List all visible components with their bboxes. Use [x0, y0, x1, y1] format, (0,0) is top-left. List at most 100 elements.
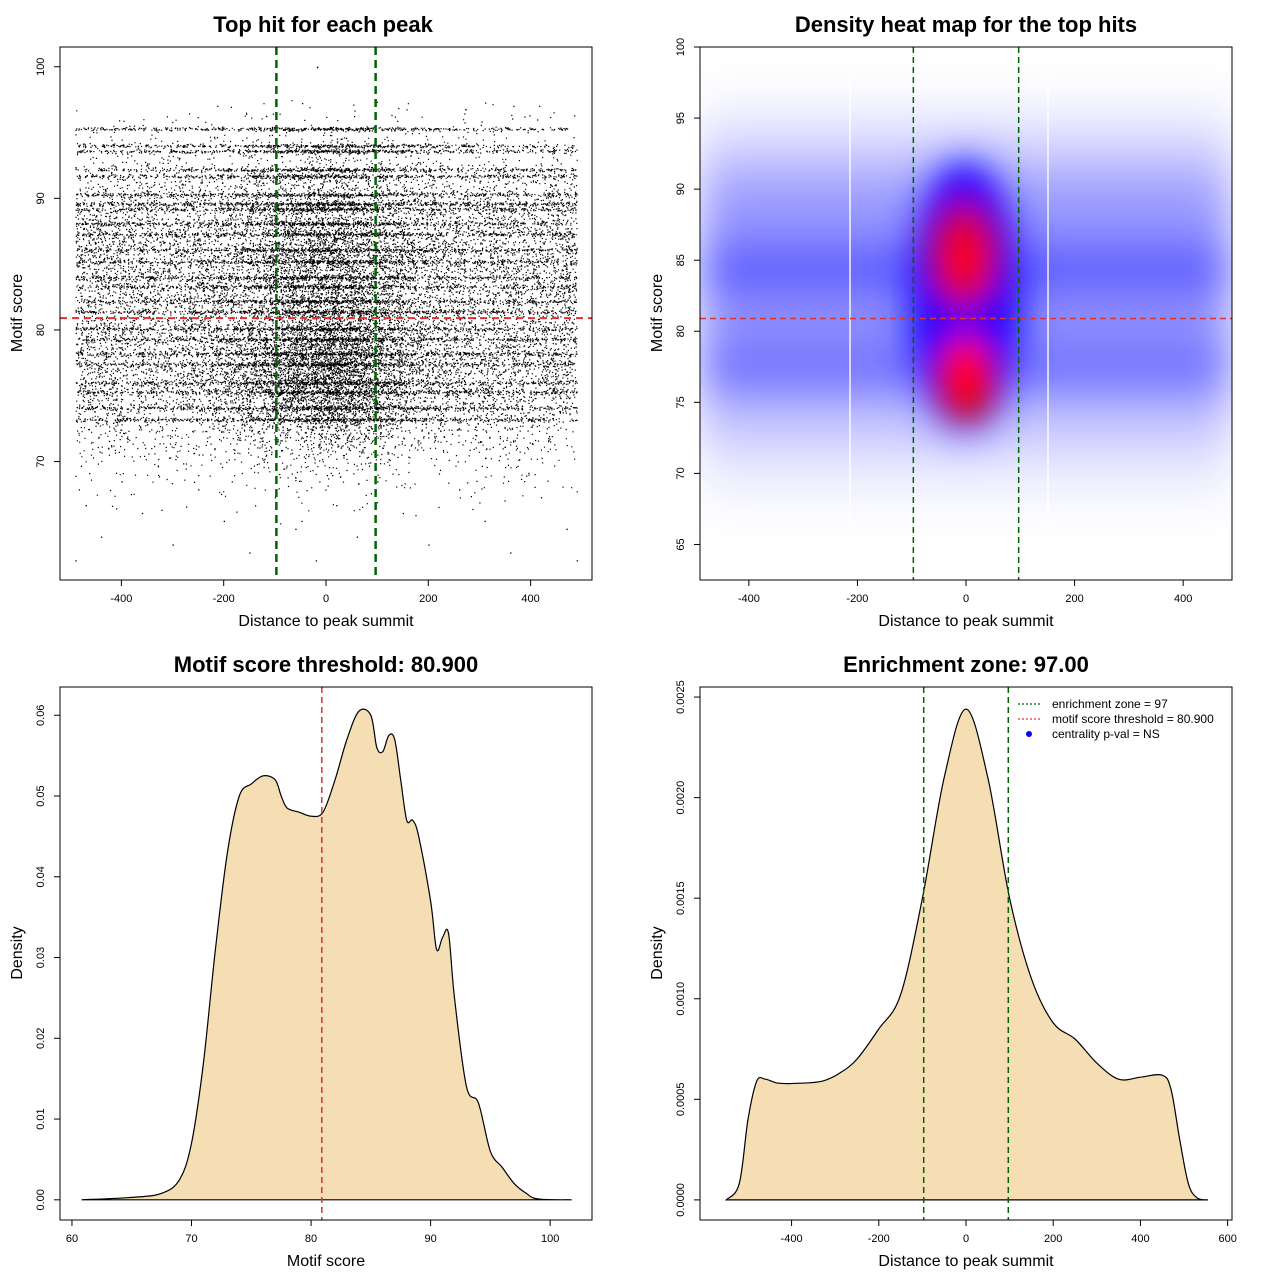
scatter-point [75, 560, 77, 562]
y-axis-ticks: 0.0000 0.0005 0.0010 0.0015 0.0020 0.0025 [675, 680, 700, 1217]
density-area [724, 708, 1209, 1201]
scatter-point [336, 504, 338, 507]
scatter-point [377, 481, 379, 483]
x-tick-label: 400 [1174, 593, 1192, 605]
x-tick-label: -400 [738, 593, 760, 605]
scatter-point [576, 560, 578, 562]
x-axis-label: Distance to peak summit [878, 613, 1054, 630]
y-axis-ticks: 0.00 0.01 0.02 0.03 0.04 0.05 0.06 [35, 705, 60, 1211]
panel-score-density: Motif score threshold: 80.900 60 70 80 90 10… [9, 652, 593, 1270]
scatter-point-group [75, 113, 577, 505]
x-axis-ticks: -400 -200 0 200 400 [110, 580, 540, 605]
y-axis-label: Density [649, 926, 666, 979]
y-tick-label: 0.01 [35, 1108, 47, 1129]
y-tick-label: 0.02 [35, 1028, 47, 1049]
y-tick-label: 70 [675, 467, 687, 479]
legend-entry: motif score threshold = 80.900 [1018, 712, 1214, 726]
scatter-point [295, 528, 297, 530]
heatmap-image [700, 47, 1232, 580]
scatter-point [484, 520, 486, 523]
scatter-point [510, 552, 512, 554]
x-tick-label: 400 [521, 593, 539, 605]
x-tick-label: 0 [963, 1233, 969, 1245]
panel-heatmap: Density heat map for the top hits [649, 12, 1233, 630]
panel-scatter: Top hit for each peak -400 -200 0 200 400 70… [9, 12, 593, 630]
panel-enrichment-density-title: Enrichment zone: 97.00 [843, 652, 1089, 677]
y-tick-label: 0.04 [35, 866, 47, 887]
y-tick-label: 0.00 [35, 1189, 47, 1210]
panel-enrichment-density: Enrichment zone: 97.00 -400 -200 0 200 400 60… [649, 652, 1237, 1270]
scatter-point-group [75, 108, 578, 507]
x-tick-label: 100 [541, 1233, 559, 1245]
x-tick-label: 0 [323, 593, 329, 605]
x-tick-label: 200 [1065, 593, 1083, 605]
scatter-point [172, 544, 174, 546]
legend-label: motif score threshold = 80.900 [1052, 712, 1214, 726]
scatter-point [223, 520, 225, 523]
y-tick-label: 0.05 [35, 785, 47, 806]
x-tick-label: 80 [305, 1233, 317, 1245]
y-tick-label: 100 [35, 58, 47, 76]
y-tick-label: 70 [35, 455, 47, 467]
legend-label: enrichment zone = 97 [1052, 697, 1168, 711]
scatter-point-group [75, 112, 578, 512]
legend: enrichment zone = 97 motif score thresho… [1018, 697, 1214, 741]
y-axis-ticks: 65 70 75 80 85 90 95 100 [675, 38, 700, 551]
scatter-point [249, 552, 251, 554]
y-axis-label: Motif score [9, 274, 26, 352]
x-axis-ticks: -400 -200 0 200 400 600 [781, 1220, 1237, 1245]
y-tick-label: 65 [675, 538, 687, 550]
x-tick-label: -400 [110, 593, 132, 605]
scatter-point [274, 497, 277, 499]
enrichment-vlines [922, 687, 1010, 1220]
y-tick-label: 80 [675, 325, 687, 337]
x-tick-label: 200 [419, 593, 437, 605]
scatter-points [75, 66, 578, 562]
y-tick-label: 85 [675, 254, 687, 266]
x-tick-label: 200 [1044, 1233, 1062, 1245]
y-tick-label: 0.0020 [675, 781, 687, 815]
y-tick-label: 0.06 [35, 705, 47, 726]
y-tick-label: 0.0005 [675, 1082, 687, 1116]
scatter-point [100, 536, 103, 538]
panel-heatmap-title: Density heat map for the top hits [795, 12, 1137, 37]
y-tick-label: 90 [675, 183, 687, 195]
x-tick-label: 70 [185, 1233, 197, 1245]
y-tick-label: 90 [35, 192, 47, 204]
legend-entry: enrichment zone = 97 [1018, 697, 1168, 711]
scatter-point [540, 497, 543, 499]
x-tick-label: -200 [846, 593, 868, 605]
x-axis-ticks: 60 70 80 90 100 [66, 1220, 559, 1245]
x-tick-label: 0 [963, 593, 969, 605]
legend-entry: centrality p-val = NS [1026, 727, 1160, 741]
x-axis-ticks: -400 -200 0 200 400 [738, 580, 1192, 605]
scatter-point-group [76, 103, 578, 489]
x-tick-label: -200 [213, 593, 235, 605]
scatter-point [566, 528, 568, 530]
panel-score-density-title: Motif score threshold: 80.900 [174, 652, 478, 677]
x-axis-label: Motif score [287, 1253, 365, 1270]
scatter-point [198, 489, 200, 491]
y-tick-label: 75 [675, 396, 687, 408]
scatter-point-group [75, 127, 578, 525]
y-tick-label: 0.0025 [675, 680, 687, 714]
y-axis-label: Motif score [649, 274, 666, 352]
x-tick-label: -400 [781, 1233, 803, 1245]
scatter-point [141, 512, 144, 515]
scatter-point [402, 512, 405, 515]
y-tick-label: 0.0015 [675, 881, 687, 915]
x-axis-label: Distance to peak summit [238, 613, 414, 630]
scatter-point [121, 481, 123, 483]
density-area [81, 708, 572, 1201]
plot-frame [59, 686, 593, 1221]
x-tick-label: 600 [1218, 1233, 1236, 1245]
y-tick-label: 95 [675, 112, 687, 124]
y-tick-label: 0.0010 [675, 982, 687, 1016]
scatter-point [356, 536, 358, 538]
x-tick-label: 60 [66, 1233, 78, 1245]
scatter-point-group [75, 110, 577, 496]
scatter-point-group [77, 105, 577, 512]
scatter-point [459, 489, 461, 491]
enrichment-vlines [275, 47, 377, 580]
